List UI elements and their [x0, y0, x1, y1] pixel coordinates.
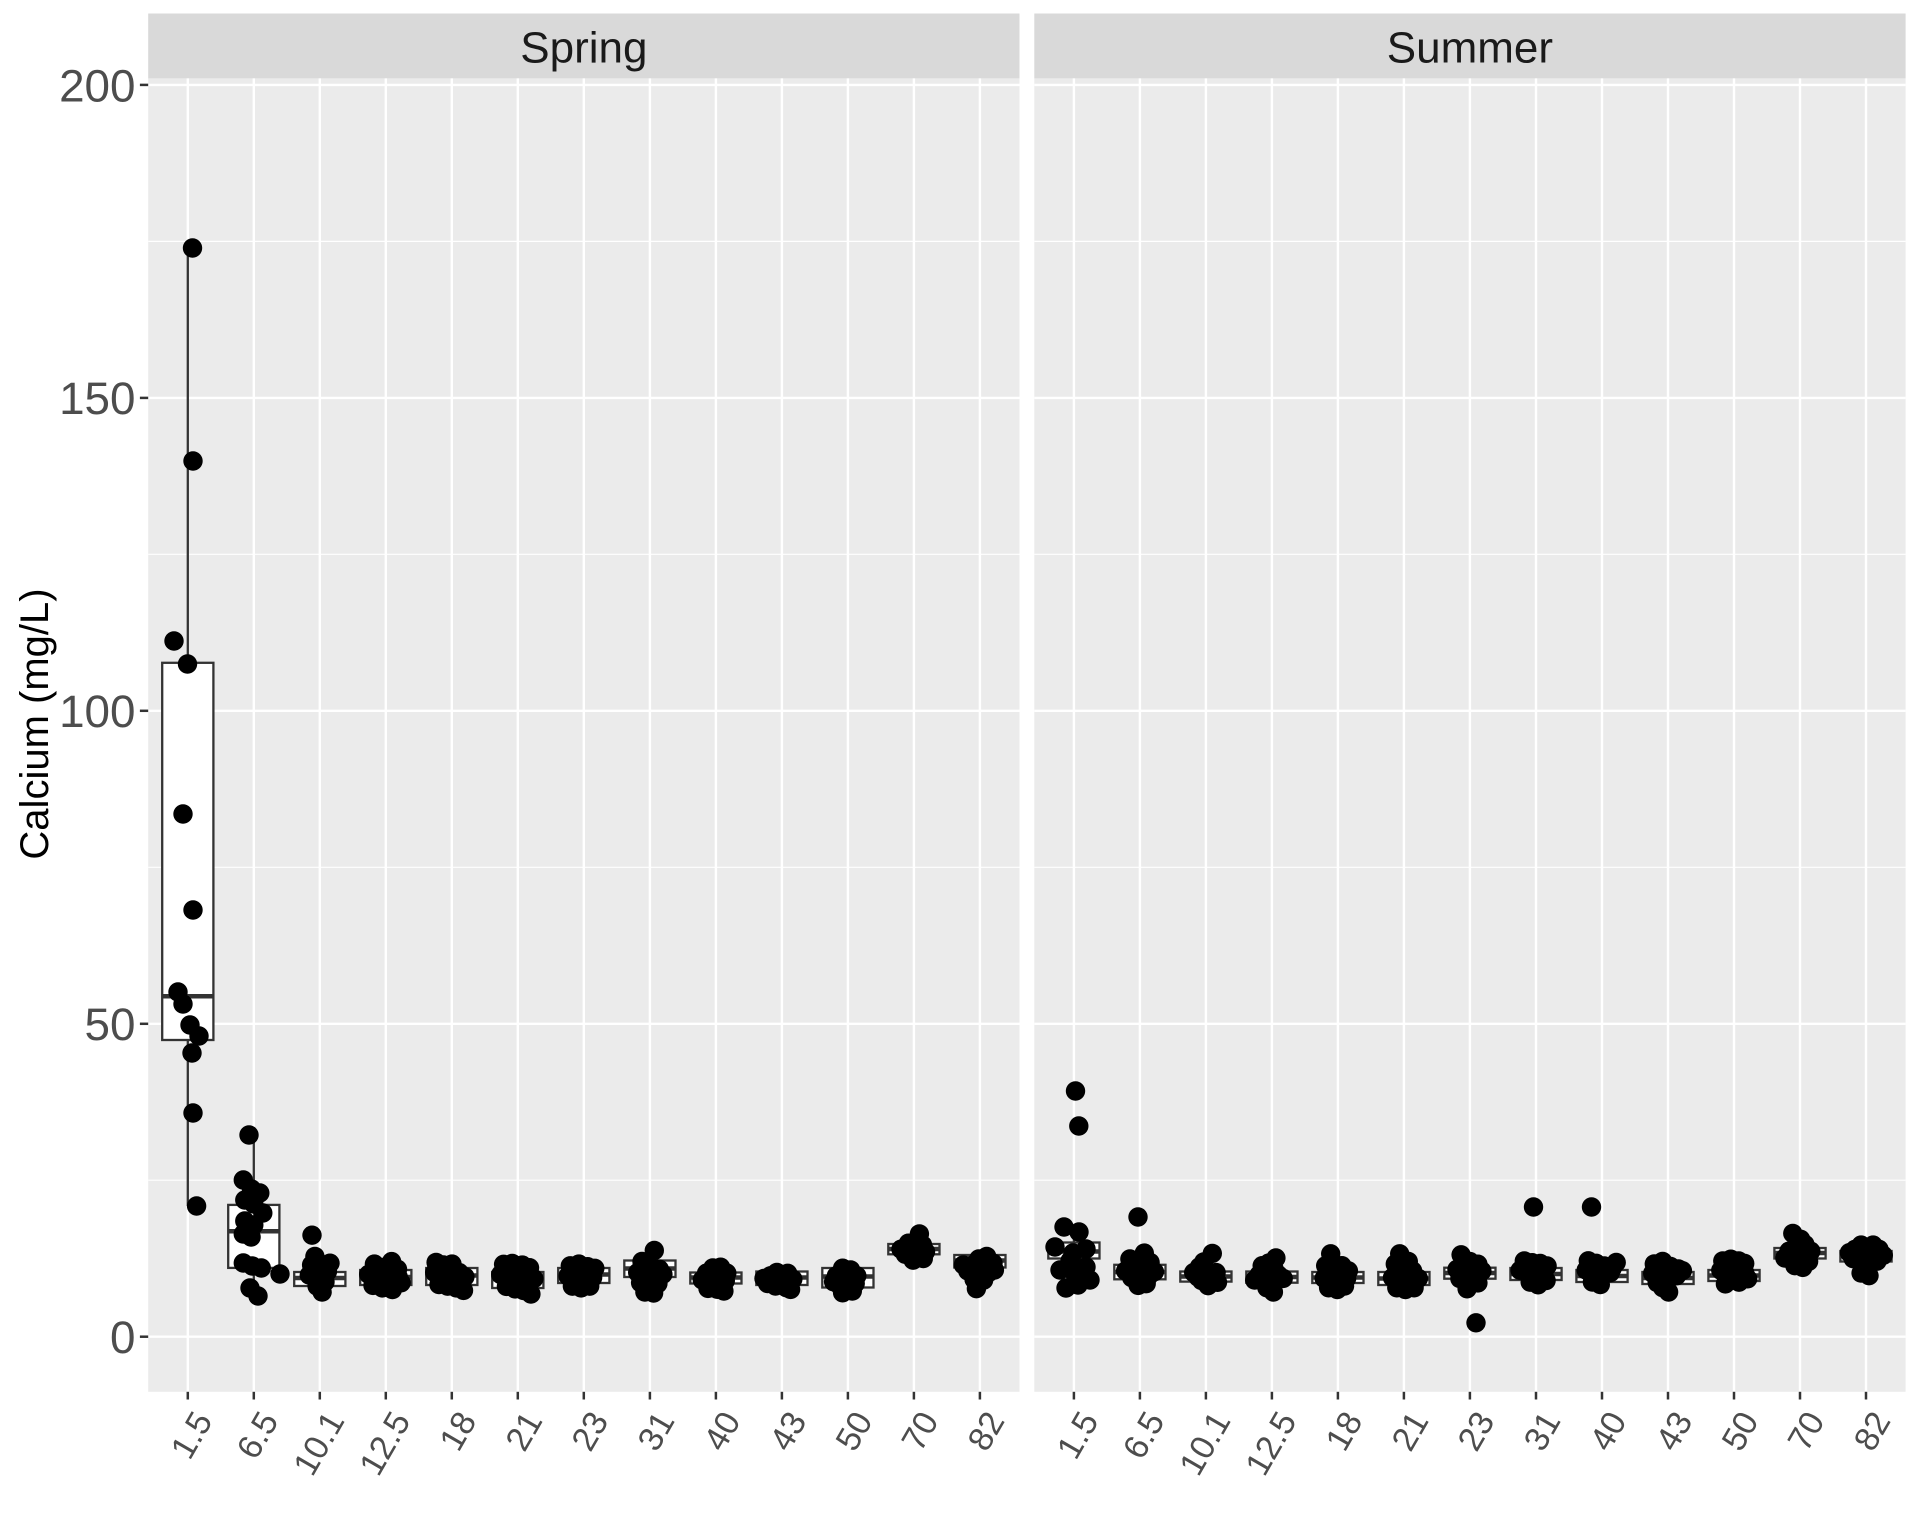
svg-text:Summer: Summer — [1387, 24, 1553, 73]
svg-text:200: 200 — [59, 60, 135, 111]
svg-text:50: 50 — [85, 999, 136, 1050]
svg-text:Calcium (mg/L): Calcium (mg/L) — [13, 588, 57, 859]
svg-text:100: 100 — [59, 686, 135, 737]
svg-text:0: 0 — [110, 1312, 135, 1363]
svg-text:Spring: Spring — [520, 24, 647, 73]
svg-text:150: 150 — [59, 373, 135, 424]
